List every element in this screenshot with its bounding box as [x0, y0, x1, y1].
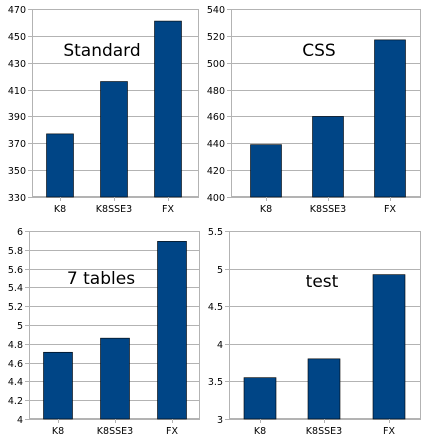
chart-title: Standard	[63, 41, 140, 61]
bar-fx	[157, 241, 187, 420]
y-tick-label: 4.2	[8, 396, 23, 407]
x-category-label: K8SSE3	[306, 426, 342, 437]
y-tick-label: 540	[207, 5, 225, 16]
y-tick-label: 430	[8, 59, 26, 70]
y-tick-label: 390	[8, 112, 26, 123]
y-tick-label: 450	[8, 32, 26, 43]
y-tick-label: 5.4	[8, 283, 23, 294]
bar-fx	[374, 39, 406, 198]
y-tick-label: 4.8	[8, 340, 23, 351]
y-tick-label: 350	[8, 166, 26, 177]
chart-test: 3 3.5 4 4.5 5 5.5 K8 K8SSE3 FX test	[208, 227, 421, 437]
y-tick-label: 6	[17, 227, 23, 238]
x-category-label: K8	[54, 204, 66, 215]
y-tick-label: 410	[8, 86, 26, 97]
y-tick-label: 330	[8, 193, 26, 204]
chart-7-tables: 4 4.2 4.4 4.6 4.8 5 5.2 5.4 5.6 5.8 6 K8 K8SSE3 FX 7 t…	[8, 227, 200, 437]
y-tick-label: 4	[17, 415, 23, 426]
x-category-label: K8	[260, 204, 272, 215]
y-tick-label: 4.6	[8, 359, 23, 370]
x-category-label: FX	[383, 426, 395, 437]
x-category-label: FX	[166, 426, 178, 437]
x-category-label: FX	[162, 204, 174, 215]
chart-title: CSS	[302, 41, 335, 61]
y-tick-label: 460	[207, 112, 225, 123]
bar-fx	[372, 274, 406, 420]
y-tick-label: 470	[8, 5, 26, 16]
y-tick-label: 5.6	[8, 265, 23, 276]
bar-k8sse3	[312, 116, 344, 198]
y-tick-label: 5	[217, 265, 223, 276]
bar-k8sse3	[307, 358, 341, 420]
chart-title: test	[306, 272, 339, 292]
y-tick-label: 3.5	[208, 377, 223, 388]
bar-k8sse3	[100, 81, 128, 198]
y-tick-label: 440	[207, 139, 225, 150]
x-category-label: K8	[254, 426, 266, 437]
x-category-label: FX	[384, 204, 396, 215]
bar-k8	[46, 133, 74, 198]
y-tick-label: 370	[8, 139, 26, 150]
y-tick-label: 500	[207, 59, 225, 70]
y-tick-label: 400	[207, 193, 225, 204]
y-tick-label: 5.5	[208, 227, 223, 238]
y-tick-label: 5.8	[8, 246, 23, 257]
y-tick-label: 480	[207, 86, 225, 97]
x-category-label: K8SSE3	[96, 204, 132, 215]
y-tick-label: 4.5	[208, 302, 223, 313]
bar-k8	[250, 144, 282, 198]
y-tick-label: 520	[207, 32, 225, 43]
chart-title: 7 tables	[67, 269, 135, 289]
x-category-label: K8	[52, 426, 64, 437]
chart-css: 400 420 440 460 480 500 520 540 K8 K8SSE3 FX CSS	[207, 5, 421, 215]
x-category-label: K8SSE3	[97, 426, 133, 437]
y-tick-label: 3	[217, 415, 223, 426]
y-tick-label: 5	[17, 321, 23, 332]
x-category-label: K8SSE3	[310, 204, 346, 215]
chart-standard: 330 350 370 390 410 430 450 470 K8 K8SSE3 FX Standa…	[8, 5, 199, 215]
y-tick-label: 4	[217, 340, 223, 351]
y-tick-label: 420	[207, 166, 225, 177]
bar-k8sse3	[100, 337, 130, 420]
bar-k8	[43, 351, 73, 420]
y-tick-label: 5.2	[8, 302, 23, 313]
y-tick-label: 4.4	[8, 377, 23, 388]
bar-fx	[154, 20, 182, 198]
bar-k8	[243, 377, 277, 420]
